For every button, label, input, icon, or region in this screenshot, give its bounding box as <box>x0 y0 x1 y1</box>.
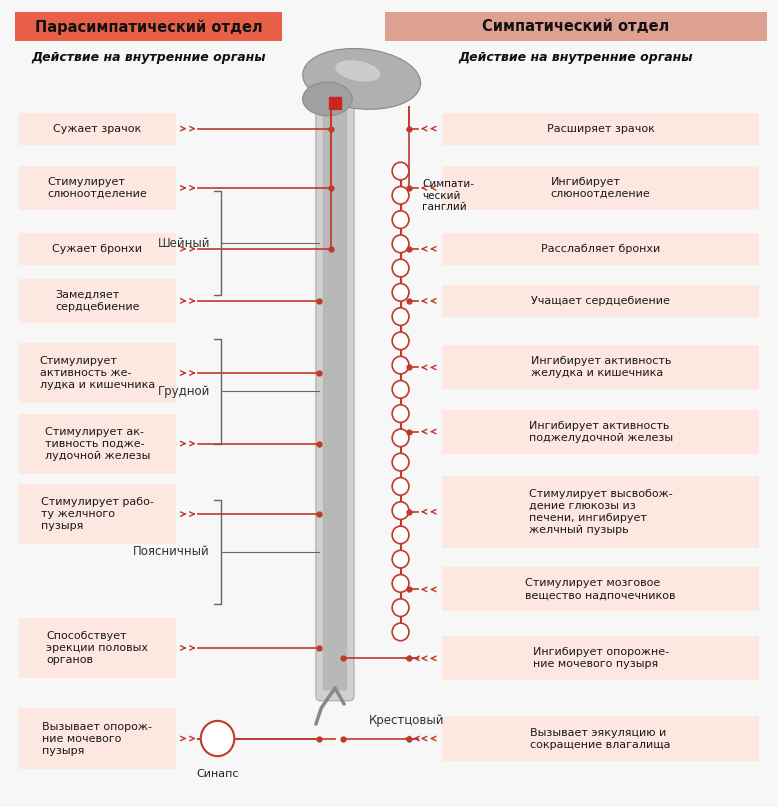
Text: Симпати-
ческий
ганглий: Симпати- ческий ганглий <box>422 179 474 212</box>
FancyBboxPatch shape <box>19 232 176 265</box>
Ellipse shape <box>392 575 409 592</box>
FancyBboxPatch shape <box>16 12 282 41</box>
Text: Стимулирует высвобож-
дение глюкозы из
печени, ингибирует
желчный пузырь: Стимулирует высвобож- дение глюкозы из п… <box>529 489 673 535</box>
FancyBboxPatch shape <box>442 345 759 390</box>
FancyBboxPatch shape <box>442 232 759 265</box>
Text: Стимулирует ак-
тивность поджe-
лудочной железы: Стимулирует ак- тивность поджe- лудочной… <box>45 427 150 461</box>
Ellipse shape <box>392 283 409 301</box>
FancyBboxPatch shape <box>442 717 759 760</box>
Ellipse shape <box>392 599 409 617</box>
Text: Ингибирует опорожне-
ние мочевого пузыря: Ингибирует опорожне- ние мочевого пузыря <box>533 647 669 669</box>
Ellipse shape <box>392 623 409 641</box>
Ellipse shape <box>392 259 409 277</box>
Text: Способствует
эрекции половых
органов: Способствует эрекции половых органов <box>47 631 148 665</box>
Text: Синапс: Синапс <box>197 769 239 779</box>
FancyBboxPatch shape <box>442 475 759 548</box>
FancyBboxPatch shape <box>19 709 176 768</box>
FancyBboxPatch shape <box>385 12 767 41</box>
Ellipse shape <box>392 332 409 349</box>
Ellipse shape <box>392 186 409 204</box>
FancyBboxPatch shape <box>19 618 176 678</box>
Ellipse shape <box>335 61 381 82</box>
Text: Стимулирует
слюноотделение: Стимулирует слюноотделение <box>47 177 148 199</box>
Text: Парасимпатический отдел: Парасимпатический отдел <box>35 19 263 35</box>
Ellipse shape <box>303 48 420 109</box>
Text: Вызывает опорож-
ние мочевого
пузыря: Вызывает опорож- ние мочевого пузыря <box>43 721 152 755</box>
Ellipse shape <box>392 454 409 471</box>
Text: Замедляет
сердцебиение: Замедляет сердцебиение <box>55 290 140 312</box>
Ellipse shape <box>392 235 409 253</box>
Text: Ингибирует активность
желудка и кишечника: Ингибирует активность желудка и кишечник… <box>531 357 671 378</box>
FancyBboxPatch shape <box>19 112 176 144</box>
Ellipse shape <box>392 526 409 544</box>
Text: Ингибирует
слюноотделение: Ингибирует слюноотделение <box>551 177 650 199</box>
Ellipse shape <box>392 307 409 325</box>
Ellipse shape <box>392 357 409 374</box>
Ellipse shape <box>392 550 409 568</box>
Text: Действие на внутренние органы: Действие на внутренние органы <box>458 51 693 64</box>
FancyBboxPatch shape <box>19 484 176 544</box>
Text: Крестцовый: Крестцовый <box>369 713 444 726</box>
Text: Расширяет зрачок: Расширяет зрачок <box>547 123 655 134</box>
FancyBboxPatch shape <box>19 413 176 474</box>
FancyBboxPatch shape <box>322 105 347 691</box>
Ellipse shape <box>392 162 409 180</box>
Ellipse shape <box>302 82 352 115</box>
Text: Учащает сердцебиение: Учащает сердцебиение <box>531 296 671 306</box>
Text: Поясничный: Поясничный <box>133 546 210 558</box>
Text: Шейный: Шейный <box>158 236 210 249</box>
FancyBboxPatch shape <box>19 343 176 404</box>
Ellipse shape <box>392 478 409 495</box>
Ellipse shape <box>392 429 409 447</box>
Text: Действие на внутренние органы: Действие на внутренние органы <box>32 51 267 64</box>
Text: Грудной: Грудной <box>158 385 210 398</box>
FancyBboxPatch shape <box>442 637 759 680</box>
FancyBboxPatch shape <box>442 285 759 317</box>
FancyBboxPatch shape <box>442 567 759 612</box>
FancyBboxPatch shape <box>442 112 759 144</box>
Ellipse shape <box>392 381 409 398</box>
Ellipse shape <box>392 502 409 520</box>
Text: Ингибирует активность
поджелудочной железы: Ингибирует активность поджелудочной желе… <box>528 420 673 442</box>
FancyBboxPatch shape <box>442 166 759 210</box>
FancyBboxPatch shape <box>316 94 354 700</box>
Text: Расслабляет бронхи: Расслабляет бронхи <box>541 244 660 254</box>
Ellipse shape <box>392 405 409 422</box>
Text: Вызывает эякуляцию и
сокращение влагалища: Вызывает эякуляцию и сокращение влагалищ… <box>531 727 671 750</box>
FancyBboxPatch shape <box>442 409 759 454</box>
Text: Стимулирует рабо-
ту желчного
пузыря: Стимулирует рабо- ту желчного пузыря <box>41 497 154 531</box>
Text: Сужает зрачок: Сужает зрачок <box>54 123 141 134</box>
Circle shape <box>200 721 235 756</box>
Text: Сужает бронхи: Сужает бронхи <box>52 244 142 254</box>
Text: Симпатический отдел: Симпатический отдел <box>483 19 670 35</box>
Ellipse shape <box>392 211 409 228</box>
Text: Стимулирует
активность же-
лудка и кишечника: Стимулирует активность же- лудка и кишеч… <box>40 356 155 390</box>
Text: Стимулирует мозговое
вещество надпочечников: Стимулирует мозговое вещество надпочечни… <box>525 579 676 600</box>
FancyBboxPatch shape <box>19 166 176 210</box>
FancyBboxPatch shape <box>19 279 176 323</box>
